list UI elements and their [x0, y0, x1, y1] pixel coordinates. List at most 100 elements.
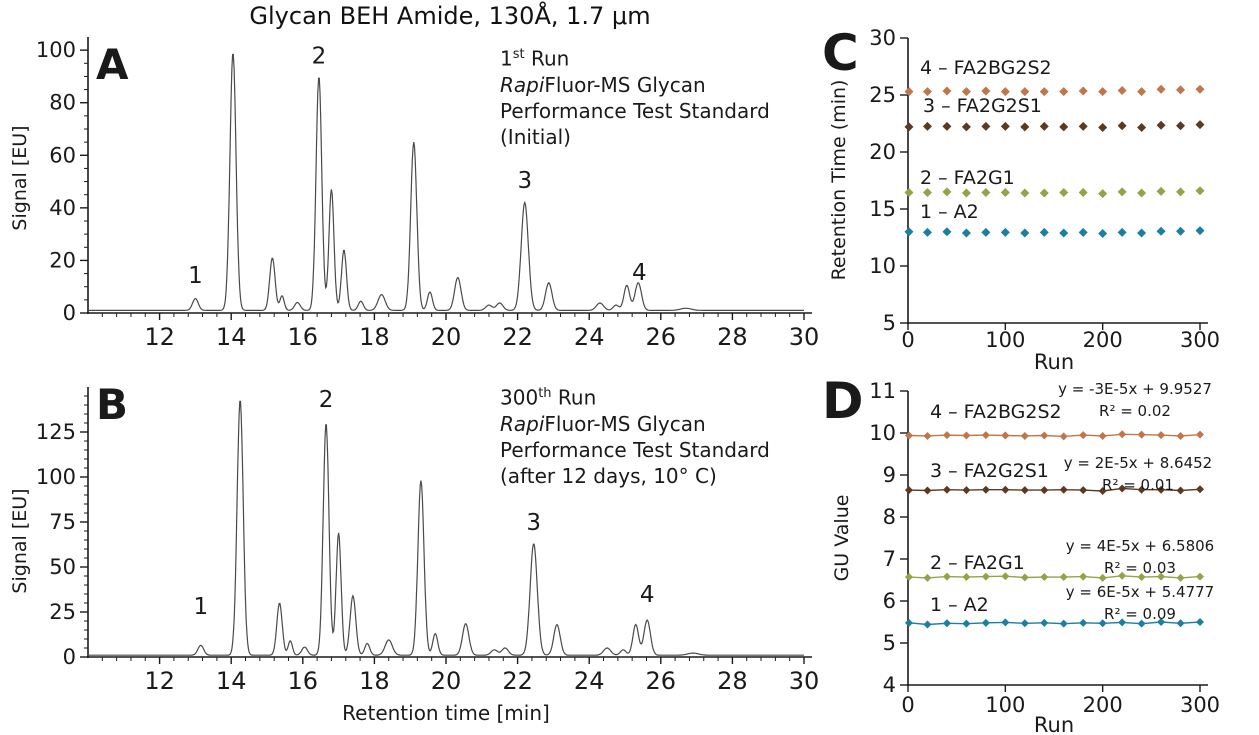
svg-text:100: 100	[36, 38, 76, 62]
data-point	[922, 227, 932, 237]
svg-text:0: 0	[901, 328, 914, 352]
series-label: 4 – FA2BG2S2	[920, 57, 1052, 79]
svg-text:6: 6	[883, 589, 896, 613]
data-point	[981, 227, 991, 237]
data-point	[1176, 431, 1185, 440]
svg-text:20: 20	[49, 248, 76, 272]
data-point	[1059, 122, 1069, 132]
panel-d-gu-scatter: 0 100 200 300 4 5 6 7 8 9 10 11 GU Value Run 1 – A2 y =…	[831, 379, 1220, 735]
data-point	[1078, 86, 1088, 96]
data-point	[904, 122, 914, 132]
svg-text:10: 10	[869, 421, 896, 445]
panel-a-condition-line: (Initial)	[500, 124, 571, 149]
panel-c-retention-scatter: 0 100 200 300 5 10 15 20 25 30 Retention Time (min…	[828, 26, 1220, 373]
data-point	[1040, 431, 1049, 440]
data-point	[942, 431, 951, 440]
data-point	[1020, 188, 1030, 198]
data-point	[1040, 486, 1049, 495]
x-axis-title: Run	[1034, 350, 1074, 373]
data-point	[1157, 431, 1166, 440]
data-point	[1137, 122, 1147, 132]
svg-text:10: 10	[869, 254, 896, 278]
x-axis-title: Retention time [min]	[342, 701, 550, 725]
data-point	[1118, 484, 1127, 493]
series-2: 2 – FA2G1	[904, 167, 1205, 199]
svg-text:12: 12	[144, 667, 175, 695]
data-point	[922, 121, 932, 131]
svg-text:0: 0	[901, 693, 914, 717]
figure-title: Glycan BEH Amide, 130Å, 1.7 μm	[249, 2, 651, 30]
series-label: 2 – FA2G1	[930, 552, 1025, 574]
data-point	[1195, 226, 1205, 236]
fit-equation: y = -3E-5x + 9.9527	[1058, 380, 1212, 398]
peak-label-4: 4	[632, 260, 647, 286]
data-point	[1176, 226, 1186, 236]
data-point	[1156, 186, 1166, 196]
data-point	[1118, 571, 1127, 580]
series-label: 3 – FA2G2S1	[930, 460, 1049, 482]
peak-label-2: 2	[319, 387, 334, 413]
peak-number-labels: 1 2 3 4	[193, 387, 654, 620]
data-point	[962, 431, 971, 440]
series-label: 1 – A2	[930, 594, 989, 616]
svg-text:28: 28	[717, 323, 748, 351]
svg-text:14: 14	[216, 323, 247, 351]
svg-text:18: 18	[359, 323, 390, 351]
data-point	[1000, 87, 1010, 97]
svg-text:80: 80	[49, 91, 76, 115]
data-point	[1156, 120, 1166, 130]
data-point	[1195, 186, 1205, 196]
fit-equation: y = 2E-5x + 8.6452	[1064, 454, 1212, 472]
data-point	[904, 618, 913, 627]
data-point	[1118, 618, 1127, 627]
data-point	[1040, 618, 1049, 627]
data-point	[1000, 227, 1010, 237]
data-point	[1078, 227, 1088, 237]
svg-text:11: 11	[869, 379, 896, 403]
data-point	[904, 431, 913, 440]
data-point	[1020, 122, 1030, 132]
data-point	[1000, 187, 1010, 197]
fit-equation: y = 6E-5x + 5.4777	[1066, 583, 1214, 601]
data-point	[962, 619, 971, 628]
data-point	[904, 87, 914, 97]
data-point	[942, 572, 951, 581]
y-axis-title: Retention Time (min)	[828, 80, 850, 281]
trend-line	[908, 487, 1201, 492]
data-point	[1137, 619, 1146, 628]
data-point	[1137, 573, 1146, 582]
svg-text:100: 100	[36, 465, 76, 489]
data-point	[923, 431, 932, 440]
data-point	[1118, 430, 1127, 439]
axes: 0 100 200 300 4 5 6 7 8 9 10 11 GU Value Run	[831, 379, 1220, 735]
data-point	[1039, 87, 1049, 97]
svg-text:7: 7	[883, 547, 896, 571]
svg-text:20: 20	[431, 323, 462, 351]
data-point	[1137, 188, 1147, 198]
data-point	[961, 87, 971, 97]
data-point	[1040, 573, 1049, 582]
panel-c-letter: C	[822, 24, 859, 82]
data-point	[922, 187, 932, 197]
data-point	[1059, 485, 1068, 494]
series-4: 4 – FA2BG2S2	[904, 57, 1205, 97]
data-point	[1156, 84, 1166, 94]
svg-text:200: 200	[1083, 693, 1123, 717]
series-4: 4 – FA2BG2S2 y = -3E-5x + 9.9527 R² = 0.02	[904, 380, 1212, 441]
peak-label-1: 1	[193, 594, 208, 620]
data-point	[1020, 486, 1029, 495]
data-point	[1020, 619, 1029, 628]
svg-text:75: 75	[49, 510, 76, 534]
x-axis-title: Run	[1034, 713, 1074, 735]
data-point	[961, 228, 971, 238]
panel-b-letter: B	[96, 380, 129, 429]
data-point	[1001, 572, 1010, 581]
data-point	[1137, 228, 1147, 238]
fit-r-squared: R² = 0.01	[1102, 476, 1174, 494]
svg-text:9: 9	[883, 463, 896, 487]
y-axis-title: Signal [EU]	[9, 488, 31, 593]
svg-text:5: 5	[883, 311, 896, 335]
data-point	[1059, 619, 1068, 628]
